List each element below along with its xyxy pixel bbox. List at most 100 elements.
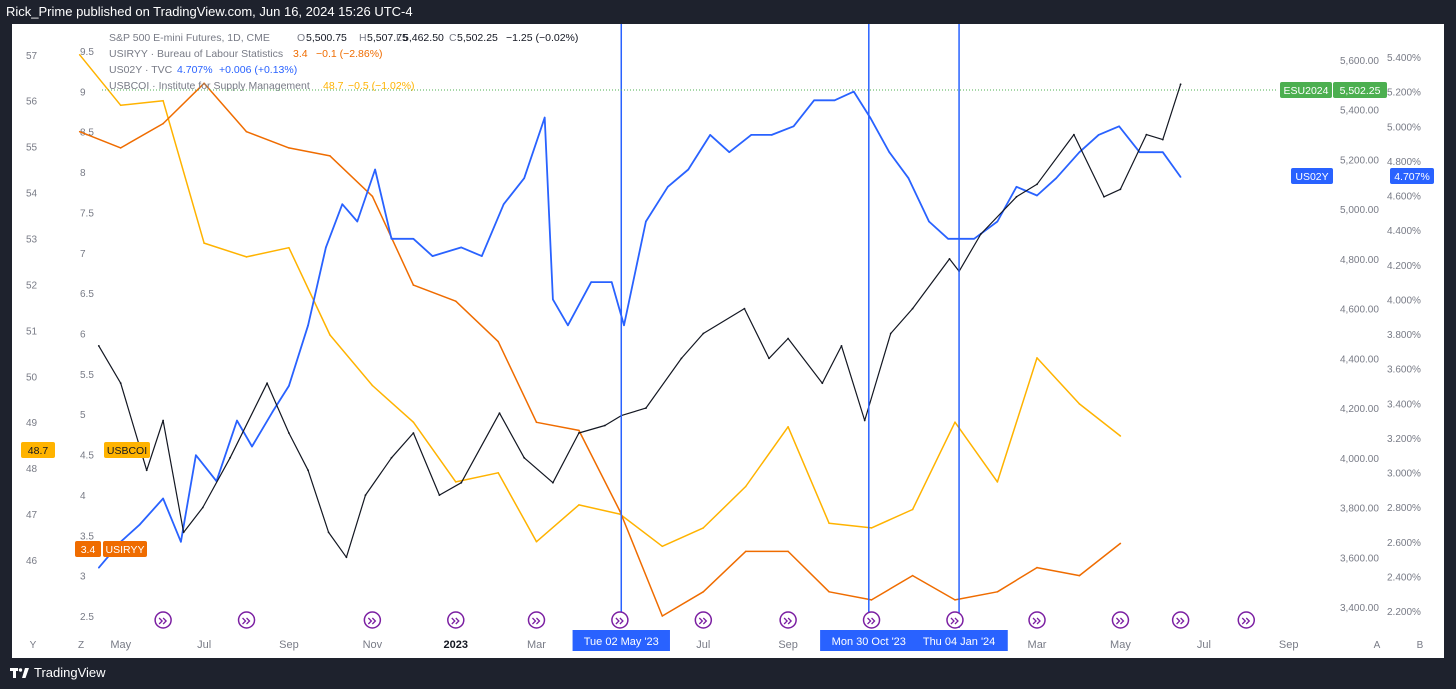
point-usiryy	[787, 550, 789, 553]
scale-button-z[interactable]: Z	[78, 640, 84, 651]
scale-button-b[interactable]: B	[1417, 640, 1424, 651]
bottom-bar: TradingView	[0, 658, 1456, 689]
point-usbcoi	[702, 527, 705, 529]
event-marker-icon[interactable]	[154, 611, 172, 629]
point-us02y	[1015, 186, 1018, 188]
esu-badge-value: 5,502.25	[1340, 85, 1381, 97]
point-usbcoi	[870, 527, 873, 529]
event-marker-icon[interactable]	[1111, 611, 1130, 629]
right-price-tick: 5,400.00	[1340, 106, 1379, 117]
left-inner-tick: 2.5	[80, 612, 94, 623]
point-usbcoi	[911, 508, 914, 511]
right-price-tick: 4,800.00	[1340, 255, 1379, 266]
point-usiryy	[870, 599, 873, 601]
vertical-lines[interactable]: Tue 02 May '23 Mon 30 Oct '23 Thu 04 Jan '…	[572, 24, 1008, 651]
time-axis-tick: Sep	[778, 639, 798, 651]
left-outer-tick: 49	[26, 418, 38, 429]
point-us02y	[307, 324, 309, 327]
event-marker-icon[interactable]	[1171, 611, 1190, 629]
point-us02y	[996, 220, 999, 223]
point-usiryy	[535, 421, 538, 424]
left-inner-tick: 6.5	[80, 289, 94, 300]
event-marker-icon[interactable]	[946, 611, 964, 629]
right-pct-tick: 4.600%	[1387, 192, 1421, 203]
scale-button-a[interactable]: A	[1374, 640, 1381, 651]
event-arrow-icon	[1241, 617, 1251, 625]
point-esu2024	[821, 382, 824, 385]
usiryy-badge: 3.4 USIRYY	[75, 541, 147, 557]
point-us02y	[687, 168, 690, 171]
time-axis-tick: Sep	[279, 639, 299, 651]
series-usbcoi	[79, 54, 1121, 548]
event-marker-icon[interactable]	[237, 611, 256, 629]
right-pct-tick: 3.000%	[1387, 469, 1421, 480]
legend-us02y-name: US02Y · TVC	[109, 64, 173, 76]
event-marker-icon[interactable]	[694, 611, 713, 629]
point-us02y	[709, 134, 711, 136]
event-marker-icon[interactable]	[779, 611, 797, 629]
event-arrow-icon	[532, 617, 541, 625]
event-markers[interactable]	[154, 611, 1256, 629]
point-usiryy	[702, 591, 705, 593]
point-esu2024	[948, 258, 951, 260]
event-arrow-icon	[950, 617, 959, 625]
event-marker-icon[interactable]	[611, 611, 629, 629]
point-esu2024	[702, 332, 705, 335]
scale-button-y[interactable]: Y	[30, 640, 37, 651]
event-arrow-icon	[242, 617, 251, 625]
right-price-tick: 4,600.00	[1340, 305, 1379, 316]
esu-badge-label: ESU2024	[1284, 85, 1329, 97]
point-esu2024	[1179, 83, 1182, 86]
point-usiryy	[245, 130, 248, 133]
event-marker-icon[interactable]	[527, 611, 546, 629]
point-esu2024	[743, 307, 746, 310]
point-esu2024	[768, 357, 770, 360]
vline-date-tag	[820, 630, 918, 651]
point-usbcoi	[203, 242, 205, 244]
left-inner-tick: 9.5	[80, 47, 94, 58]
right-pct-tick: 5.400%	[1387, 53, 1421, 64]
chart-area[interactable]: 57 56 55 54 53 52 51 50 49 48 47 46 9.5 9 8.5 8 7.5 7 6.5…	[12, 24, 1444, 658]
point-usiryy	[744, 550, 747, 553]
point-esu2024	[145, 469, 148, 472]
tradingview-brand[interactable]: TradingView	[10, 665, 106, 680]
point-usiryy	[371, 195, 374, 198]
time-axis: May Jul Sep Nov 2023 Mar Jul Sep Mar May Jul Sep	[110, 639, 1298, 651]
event-arrow-icon	[867, 617, 876, 625]
legend-usiryy-chg: −0.1 (−2.86%)	[316, 48, 383, 60]
event-marker-icon[interactable]	[363, 611, 382, 629]
time-axis-tick: Jul	[696, 639, 710, 651]
right-price-axis: 5,600.00 5,400.00 5,200.00 5,000.00 4,800.00…	[1340, 56, 1379, 614]
time-axis-tick: Jul	[197, 639, 211, 651]
event-marker-icon[interactable]	[447, 611, 465, 629]
event-arrow-icon	[1115, 617, 1125, 625]
right-pct-tick: 5.000%	[1387, 122, 1421, 133]
series-layer	[78, 54, 1182, 617]
left-inner-tick: 6	[80, 330, 86, 341]
point-us02y	[947, 238, 949, 240]
left-outer-tick: 48	[26, 464, 38, 475]
point-usiryy	[954, 599, 956, 601]
point-usbcoi	[245, 256, 248, 258]
point-usiryy	[119, 147, 122, 149]
point-esu2024	[412, 432, 415, 434]
point-usiryy	[412, 284, 415, 286]
point-us02y	[356, 220, 359, 223]
point-esu2024	[345, 556, 348, 559]
point-esu2024	[229, 456, 232, 459]
point-esu2024	[498, 412, 501, 414]
point-usbcoi	[1036, 357, 1038, 359]
event-marker-icon[interactable]	[862, 611, 881, 629]
event-marker-icon[interactable]	[1237, 611, 1256, 629]
legend-es-c-label: C	[449, 32, 457, 44]
event-arrow-icon	[1032, 617, 1041, 625]
left-inner-tick: 7.5	[80, 208, 94, 219]
point-us02y	[431, 255, 434, 257]
legend: S&P 500 E-mini Futures, 1D, CME O 5,500.…	[109, 32, 578, 92]
event-marker-icon[interactable]	[1028, 611, 1046, 629]
series-usiryy	[79, 82, 1121, 617]
time-axis-tick: May	[1110, 639, 1131, 651]
right-pct-tick: 4.200%	[1387, 261, 1421, 272]
left-outer-tick: 50	[26, 372, 38, 383]
